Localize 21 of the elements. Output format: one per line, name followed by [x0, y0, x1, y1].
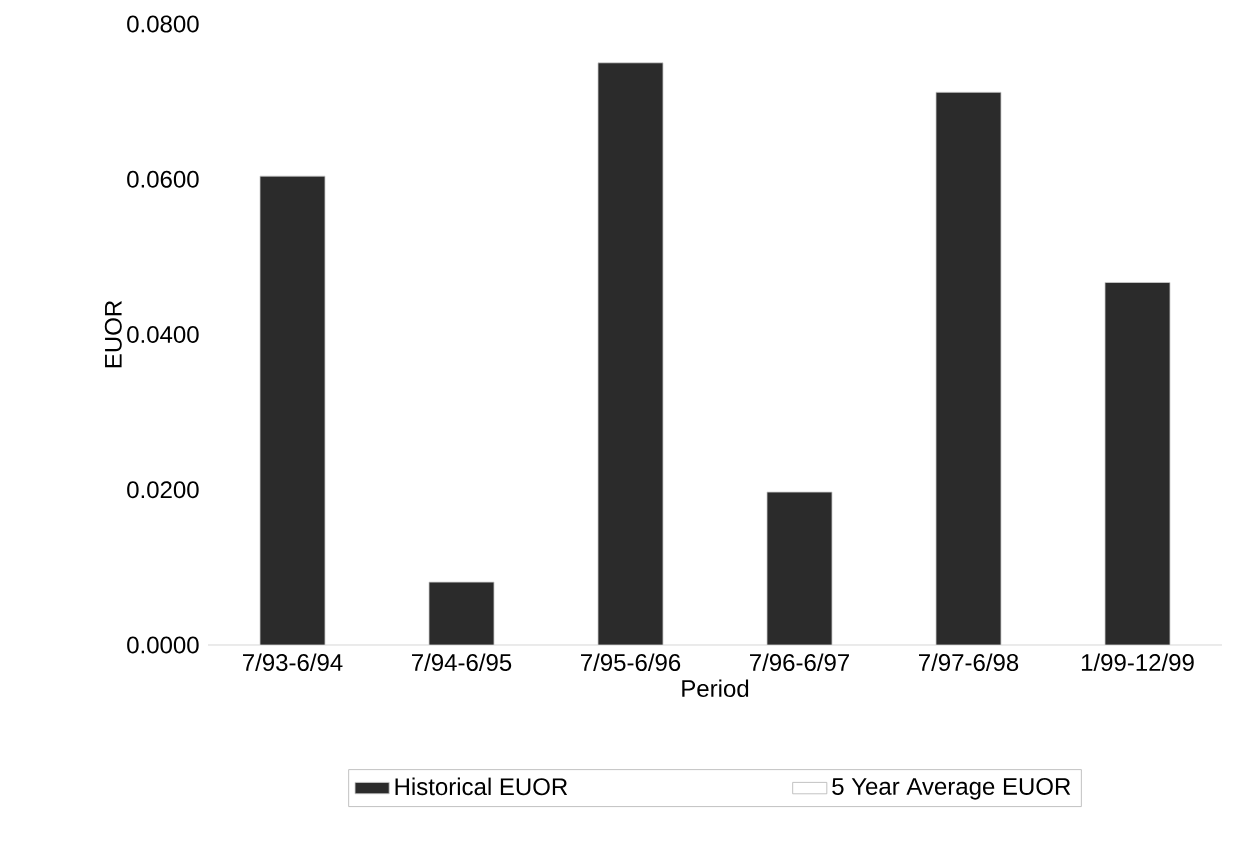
bar — [1104, 282, 1171, 645]
y-tick-label: 0.0000 — [127, 636, 199, 654]
bar — [598, 62, 663, 645]
x-axis-title: Period — [682, 679, 749, 698]
x-tick-label: 7/94-6/95 — [412, 653, 512, 672]
y-tick-label: 0.0800 — [127, 15, 199, 33]
x-tick-label: 1/99-12/99 — [1081, 653, 1194, 672]
bar — [936, 92, 1001, 645]
x-tick-label: 7/96-6/97 — [750, 653, 849, 672]
y-tick-label: 0.0400 — [127, 326, 199, 343]
x-tick-label: 7/95-6/96 — [581, 653, 681, 672]
x-tick-label: 7/97-6/98 — [919, 653, 1019, 672]
y-tick-label: 0.0600 — [127, 170, 199, 188]
x-tick-label: 7/93-6/94 — [243, 653, 343, 672]
legend-label: Historical EUOR — [395, 777, 568, 796]
y-tick-label: 0.0200 — [127, 481, 199, 499]
bar — [429, 582, 495, 645]
legend-label: 5 Year Average EUOR — [832, 777, 1071, 800]
bar — [767, 492, 832, 645]
y-axis-title: EUOR — [104, 300, 122, 368]
bar — [260, 176, 326, 645]
